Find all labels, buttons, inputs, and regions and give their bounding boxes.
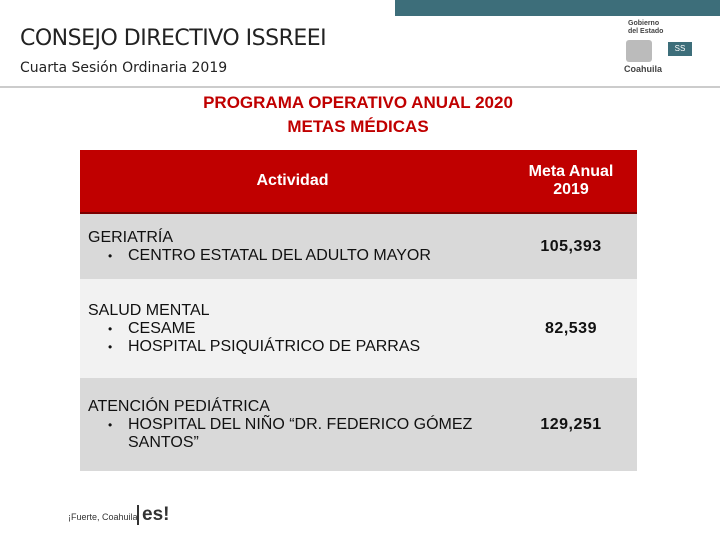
item: HOSPITAL PSIQUIÁTRICO DE PARRAS [128, 338, 505, 356]
item-list: CENTRO ESTATAL DEL ADULTO MAYOR [88, 247, 505, 265]
logo-line: Gobierno [628, 20, 660, 27]
table-row: GERIATRÍACENTRO ESTATAL DEL ADULTO MAYOR… [80, 213, 637, 279]
table: Actividad Meta Anual 2019 GERIATRÍACENTR… [80, 150, 637, 471]
item: CESAME [128, 320, 505, 338]
table-row: ATENCIÓN PEDIÁTRICAHOSPITAL DEL NIÑO “DR… [80, 378, 637, 471]
activity-cell: ATENCIÓN PEDIÁTRICAHOSPITAL DEL NIÑO “DR… [80, 378, 505, 471]
value-cell: 129,251 [540, 415, 602, 433]
table-row: SALUD MENTALCESAMEHOSPITAL PSIQUIÁTRICO … [80, 279, 637, 378]
logo-badge: SS [668, 42, 692, 56]
logo-text: Gobierno del Estado [628, 20, 663, 36]
logo: Gobierno del Estado SS Coahuila [614, 18, 694, 80]
header-row: Actividad Meta Anual 2019 [80, 150, 637, 214]
value-cell: 105,393 [540, 237, 602, 255]
column-header: Actividad [80, 150, 505, 214]
category: SALUD MENTAL [88, 301, 210, 319]
column-header: Meta Anual 2019 [505, 150, 637, 214]
title: CONSEJO DIRECTIVO ISSREEI [20, 26, 327, 51]
logo-state: Coahuila [624, 64, 663, 74]
item: HOSPITAL DEL NIÑO “DR. FEDERICO GÓMEZ SA… [128, 416, 505, 452]
top-bar [395, 0, 720, 16]
item: CENTRO ESTATAL DEL ADULTO MAYOR [128, 247, 505, 265]
subtitle: Cuarta Sesión Ordinaria 2019 [20, 60, 228, 76]
heading: PROGRAMA OPERATIVO ANUAL 2020 [203, 93, 513, 112]
category: ATENCIÓN PEDIÁTRICA [88, 397, 270, 415]
item-list: CESAMEHOSPITAL PSIQUIÁTRICO DE PARRAS [88, 320, 505, 356]
activity-cell: SALUD MENTALCESAMEHOSPITAL PSIQUIÁTRICO … [80, 279, 505, 378]
logo-line: del Estado [628, 28, 664, 35]
item-list: HOSPITAL DEL NIÑO “DR. FEDERICO GÓMEZ SA… [88, 416, 505, 452]
footer-slogan: ¡Fuerte, Coahuila [68, 512, 138, 522]
value-cell: 82,539 [545, 319, 597, 337]
header-rule [0, 86, 720, 88]
table-body: GERIATRÍACENTRO ESTATAL DEL ADULTO MAYOR… [80, 213, 637, 471]
logo-emblem [626, 40, 652, 62]
category: GERIATRÍA [88, 228, 174, 246]
activity-cell: GERIATRÍACENTRO ESTATAL DEL ADULTO MAYOR [80, 213, 505, 279]
footer-mark: es! [137, 505, 169, 525]
heading: METAS MÉDICAS [287, 117, 429, 136]
